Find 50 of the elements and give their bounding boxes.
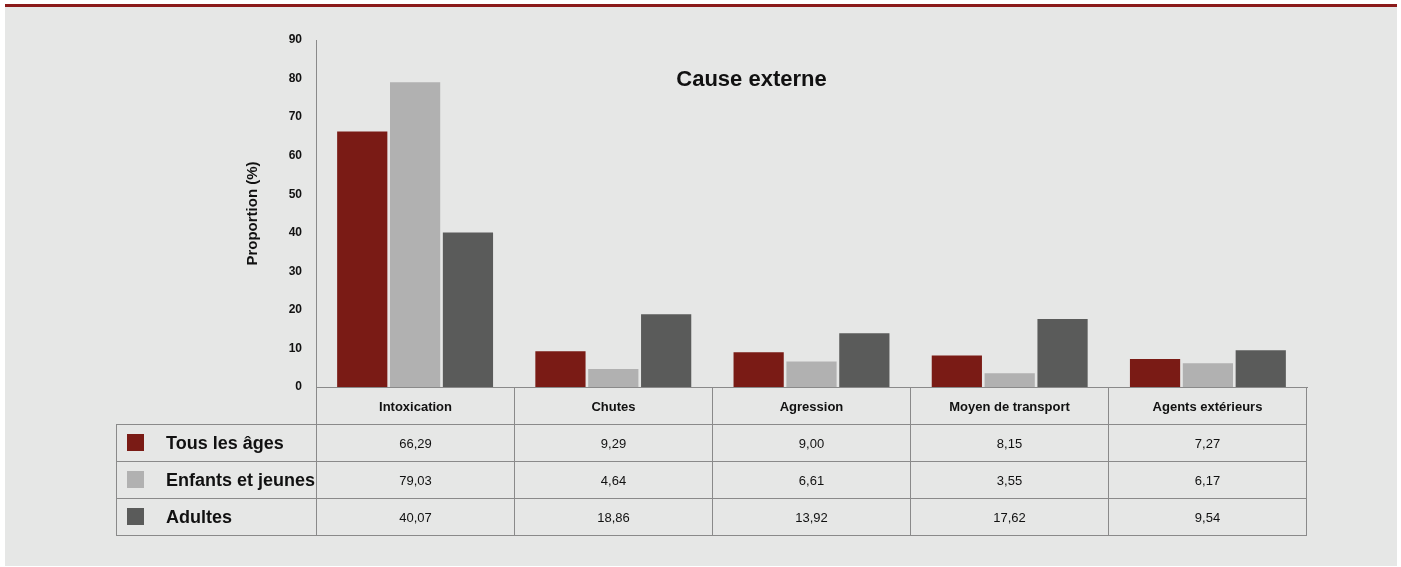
y-tick-label: 30: [288, 263, 303, 278]
data-label: 79,03: [316, 461, 515, 499]
legend-label: Adultes: [116, 498, 317, 536]
legend-label: Tous les âges: [116, 424, 317, 462]
bar: [641, 314, 692, 387]
data-label: 9,54: [1108, 498, 1307, 536]
x-tick-label: Chutes: [514, 387, 713, 425]
y-tick-label: 80: [288, 70, 303, 85]
y-tick-label: 40: [288, 225, 303, 240]
bar: [1129, 358, 1181, 387]
bar: [588, 369, 639, 387]
bar: [390, 82, 441, 387]
bar: [984, 373, 1035, 387]
bar: [535, 351, 586, 387]
bar: [733, 352, 784, 387]
data-label: 6,17: [1108, 461, 1307, 499]
bar: [442, 232, 494, 387]
bar: [786, 361, 837, 387]
x-tick-label: Agression: [712, 387, 911, 425]
data-label: 3,55: [910, 461, 1109, 499]
y-tick-label: 70: [288, 109, 303, 124]
data-label: 66,29: [316, 424, 515, 462]
text: Cause externe: [676, 66, 827, 92]
legend-label: Enfants et jeunes: [116, 461, 317, 499]
bar: [337, 131, 388, 387]
bar: [1182, 363, 1234, 387]
bar: [1037, 319, 1088, 387]
data-label: 18,86: [514, 498, 713, 536]
data-label: 6,61: [712, 461, 911, 499]
y-tick-label: 90: [288, 32, 303, 47]
data-label: 40,07: [316, 498, 515, 536]
x-tick-label: Moyen de transport: [910, 387, 1109, 425]
data-label: 17,62: [910, 498, 1109, 536]
data-label: 7,27: [1108, 424, 1307, 462]
bar: [839, 333, 890, 387]
bar: [1235, 350, 1286, 387]
data-label: 9,29: [514, 424, 713, 462]
data-label: 9,00: [712, 424, 911, 462]
data-label: 13,92: [712, 498, 911, 536]
y-axis-title: Proportion (%): [243, 161, 261, 266]
y-tick-label: 20: [288, 302, 303, 317]
bar: [931, 355, 982, 387]
y-tick-label: 50: [288, 186, 303, 201]
y-tick-label: 10: [288, 340, 303, 355]
y-tick-label: 60: [288, 147, 303, 162]
y-tick-label: 0: [295, 379, 303, 394]
data-label: 4,64: [514, 461, 713, 499]
x-tick-label: Agents extérieurs: [1108, 387, 1307, 425]
data-label: 8,15: [910, 424, 1109, 462]
x-tick-label: Intoxication: [316, 387, 515, 425]
